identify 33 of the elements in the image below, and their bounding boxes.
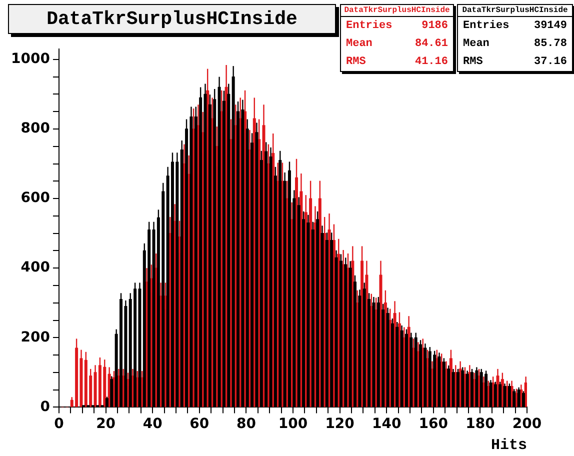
y-tick-label: 1000 <box>11 51 50 68</box>
x-tick-label: 40 <box>142 416 163 432</box>
annotation: 84.61 <box>414 38 448 50</box>
y-tick-label: 800 <box>20 120 50 137</box>
annotation: RMS <box>346 56 366 68</box>
x-axis-title: Hits <box>490 436 527 454</box>
x-tick-label: 140 <box>372 416 402 432</box>
x-tick-label: 80 <box>236 416 256 432</box>
text: 9186 <box>422 20 448 32</box>
annotation: Mean <box>463 38 490 50</box>
x-tick-label: 120 <box>325 416 355 432</box>
x-tick-label: 60 <box>190 416 210 432</box>
y-tick-label: 400 <box>20 260 50 276</box>
text: DataTkrSurplusHCInside <box>458 5 572 17</box>
text: Entries <box>346 20 392 32</box>
chart-title: DataTkrSurplusHCInside <box>8 4 336 34</box>
x-tick-label: 0 <box>54 416 64 432</box>
y-tick-label: 0 <box>40 398 50 415</box>
annotation: RMS <box>463 56 483 68</box>
x-tick-label: 200 <box>512 416 542 432</box>
text: DataTkrSurplusHCInside <box>341 5 453 17</box>
x-tick-label: 180 <box>466 416 496 432</box>
text: Entries <box>463 20 510 32</box>
annotation: Mean <box>346 38 372 50</box>
y-tick-label: 200 <box>20 329 50 346</box>
x-tick-label: 20 <box>96 416 116 432</box>
annotation: 41.16 <box>414 56 448 68</box>
text: 37.16 <box>534 56 567 68</box>
text: 85.78 <box>534 38 567 50</box>
y-tick-label: 600 <box>20 190 50 206</box>
x-tick-label: 100 <box>278 416 308 432</box>
x-tick-label: 160 <box>418 416 448 432</box>
text: 39149 <box>534 20 567 32</box>
